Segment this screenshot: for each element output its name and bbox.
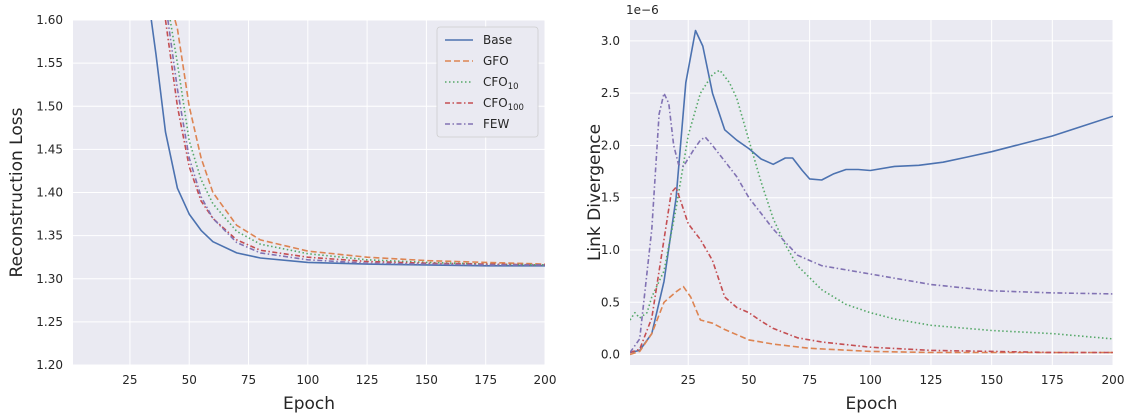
y-tick-label: 1.60: [36, 13, 63, 27]
x-tick-label: 125: [920, 373, 943, 387]
series-line-gfo: [630, 285, 1113, 356]
y-tick-label: 1.25: [36, 315, 63, 329]
plot-area: [630, 20, 1113, 365]
y-tick-label: 1.55: [36, 56, 63, 70]
series-line-base: [150, 20, 545, 267]
y-tick-label: 1.35: [36, 229, 63, 243]
y-axis-label: Link Divergence: [585, 124, 605, 261]
y-tick-label: 1.40: [36, 186, 63, 200]
x-tick-label: 25: [122, 373, 137, 387]
x-tick-label: 100: [296, 373, 319, 387]
legend-label: CFO10: [483, 75, 519, 92]
x-tick-label: 50: [182, 373, 197, 387]
legend-label-main: CFO: [483, 75, 508, 89]
y-tick-label: 0.5: [601, 295, 620, 309]
left-chart: 25 50 75 100 125 150 175 200 1.20 1.25 1.30 1.35 1.4…: [7, 13, 556, 414]
x-tick-label: 200: [1102, 373, 1125, 387]
series-line-cfo-10: [630, 69, 1113, 340]
x-tick-label: 100: [859, 373, 882, 387]
x-tick-label: 25: [681, 373, 696, 387]
legend-label: CFO100: [483, 96, 524, 113]
x-tick-label: 150: [980, 373, 1003, 387]
x-axis-label: Epoch: [283, 394, 335, 414]
y-axis-offset-label: 1e−6: [626, 3, 659, 17]
x-tick-label: 175: [474, 373, 497, 387]
x-tick-label: 175: [1041, 373, 1064, 387]
y-tick-label: 1.20: [36, 358, 63, 372]
legend-label-subscript: 100: [508, 103, 524, 113]
y-tick-label: 3.0: [601, 34, 620, 48]
y-tick-label: 1.30: [36, 272, 63, 286]
series-line-cfo-10: [169, 20, 545, 266]
y-tick-label: 1.50: [36, 99, 63, 113]
x-tick-label: 75: [241, 373, 256, 387]
x-tick-label: 200: [534, 373, 557, 387]
series-line-few: [167, 20, 545, 266]
y-tick-label: 1.5: [601, 191, 620, 205]
right-chart: 25 50 75 100 125 150 175 200 0.0 0.5 1.0 1.5 2.0 2.5 3…: [585, 3, 1124, 414]
legend-label-subscript: 10: [508, 82, 519, 92]
series-line-gfo: [174, 20, 545, 265]
series-line-cfo-100: [630, 186, 1113, 354]
y-tick-label: 0.0: [601, 348, 620, 362]
legend-label: FEW: [483, 117, 509, 131]
legend-label: Base: [483, 33, 512, 47]
y-tick-label: 2.5: [601, 86, 620, 100]
y-tick-label: 1.45: [36, 142, 63, 156]
series-line-cfo-100: [164, 20, 545, 266]
x-tick-label: 75: [802, 373, 817, 387]
series-line-base: [630, 29, 1113, 354]
y-tick-label: 2.0: [601, 138, 620, 152]
legend-box: [436, 26, 539, 138]
series-group: [150, 20, 545, 267]
legend-label-main: CFO: [483, 96, 508, 110]
legend-label: GFO: [483, 54, 509, 68]
x-tick-label: 150: [415, 373, 438, 387]
x-tick-label: 125: [356, 373, 379, 387]
y-tick-label: 1.0: [601, 243, 620, 257]
x-axis-label: Epoch: [845, 394, 897, 414]
series-group: [630, 29, 1113, 356]
x-tick-label: 50: [741, 373, 756, 387]
y-axis-label: Reconstruction Loss: [7, 107, 27, 277]
